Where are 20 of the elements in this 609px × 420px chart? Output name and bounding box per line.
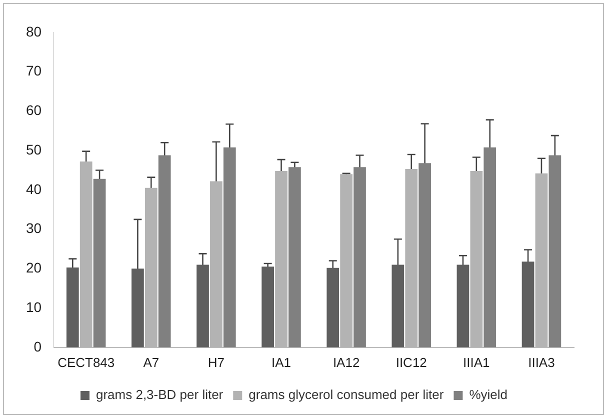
y-tick-label: 0 [34, 338, 42, 354]
y-tick-label: 10 [26, 298, 42, 315]
x-tick-label: IIIA1 [463, 354, 490, 370]
x-tick-label: A7 [143, 354, 160, 370]
x-tick-label: IIC12 [396, 354, 427, 370]
y-tick-label: 50 [26, 141, 42, 158]
y-tick-label: 60 [26, 102, 42, 118]
legend-label: grams glycerol consumed per liter [248, 387, 444, 402]
x-tick-label: IA12 [332, 354, 360, 370]
y-tick-label: 70 [26, 62, 42, 79]
y-tick-label: 20 [26, 260, 42, 276]
legend-label: grams 2,3-BD per liter [96, 387, 224, 402]
y-tick-label: 80 [26, 23, 42, 40]
x-tick-label: H7 [208, 354, 225, 370]
x-tick-label: IIIA3 [528, 354, 555, 370]
y-tick-label: 30 [26, 220, 42, 236]
x-tick-label: IA1 [272, 354, 292, 370]
legend-label: %yield [469, 387, 508, 402]
y-tick-label: 40 [26, 180, 42, 197]
x-tick-label: CECT843 [58, 354, 115, 370]
